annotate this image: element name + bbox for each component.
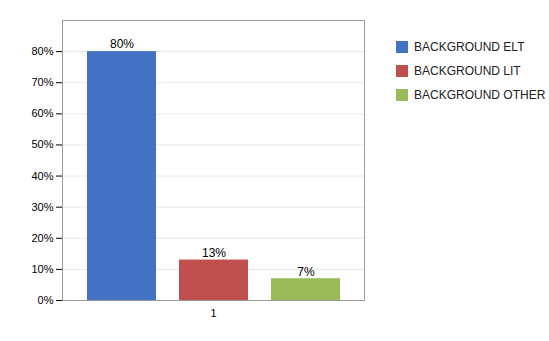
html-text:BACKGROUND LIT: BACKGROUND LIT — [414, 64, 521, 78]
svg-text:80%: 80% — [110, 37, 134, 51]
svg-text:10%: 10% — [31, 263, 53, 275]
html-text:BACKGROUND ELT: BACKGROUND ELT — [414, 40, 525, 54]
svg-text:7%: 7% — [297, 265, 315, 279]
svg-text:20%: 20% — [31, 232, 53, 244]
html-text:BACKGROUND OTHER: BACKGROUND OTHER — [414, 88, 546, 102]
svg-text:80%: 80% — [31, 45, 53, 57]
svg-text:13%: 13% — [202, 246, 226, 260]
svg-text:60%: 60% — [31, 107, 53, 119]
svg-text:50%: 50% — [31, 138, 53, 150]
svg-text:70%: 70% — [31, 76, 53, 88]
svg-text:1: 1 — [210, 307, 216, 319]
svg-text:30%: 30% — [31, 201, 53, 213]
svg-text:0%: 0% — [38, 294, 54, 306]
svg-text:40%: 40% — [31, 170, 53, 182]
